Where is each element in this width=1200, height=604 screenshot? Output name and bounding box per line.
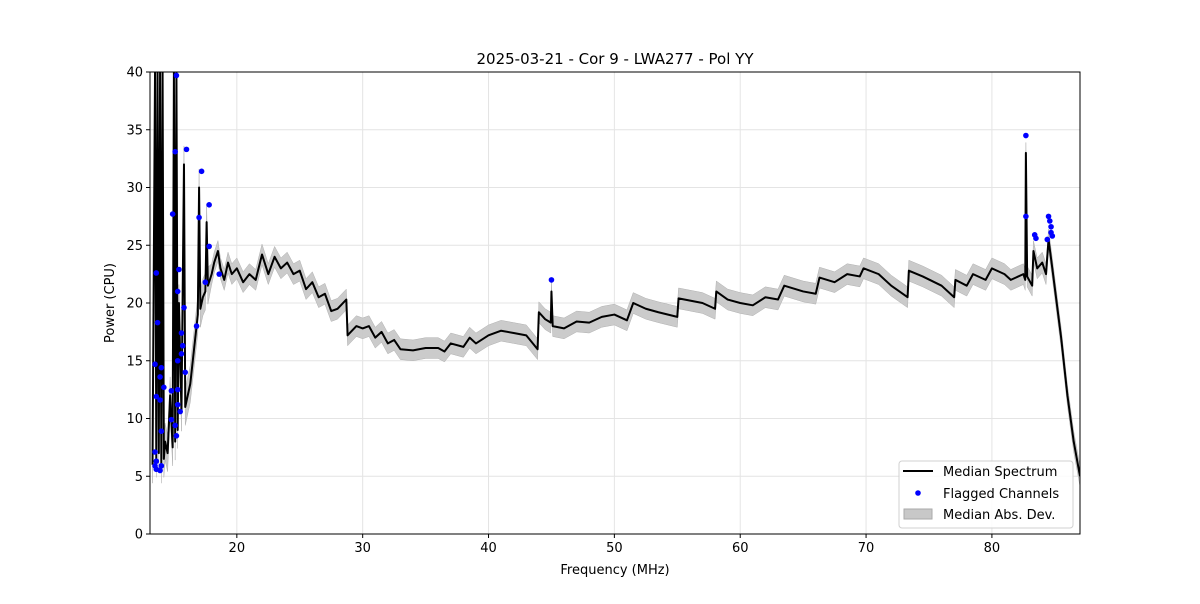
flagged-channel-point [216, 271, 223, 277]
flagged-channel-point [158, 428, 165, 435]
y-axis-label: Power (CPU) [103, 263, 118, 343]
flagged-channel-point [158, 463, 165, 469]
flagged-channel-point [152, 463, 158, 469]
flagged-channel-point [1045, 213, 1052, 220]
legend-dot-icon [915, 490, 921, 496]
flagged-channel-point [548, 277, 555, 283]
mad-band [152, 72, 1080, 487]
y-tick-label: 35 [126, 123, 143, 138]
y-tick-label: 15 [126, 354, 143, 369]
y-tick-label: 10 [126, 412, 143, 427]
flagged-channel-point [157, 397, 163, 403]
y-tick-label: 20 [126, 297, 143, 312]
x-tick-label: 40 [480, 541, 497, 556]
flagged-channel-point [174, 288, 181, 295]
flagged-channel-point [183, 146, 190, 153]
x-tick-label: 60 [732, 541, 749, 556]
legend-label-mad: Median Abs. Dev. [943, 508, 1055, 523]
flagged-channel-point [193, 323, 200, 329]
flagged-channel-point [169, 211, 176, 217]
flagged-channel-point [1033, 235, 1039, 242]
y-tick-label: 40 [126, 66, 143, 81]
median-spectrum-line [151, 72, 1080, 477]
flagged-channel-point [152, 449, 158, 455]
x-axis-label: Frequency (MHz) [560, 563, 669, 578]
chart-title: 2025-03-21 - Cor 9 - LWA277 - Pol YY [477, 50, 755, 68]
legend-label-flagged: Flagged Channels [943, 487, 1059, 502]
flagged-channel-point [1023, 132, 1029, 139]
flagged-channel-point [154, 319, 161, 326]
flagged-channel-point [1048, 223, 1054, 230]
x-tick-label: 50 [606, 541, 623, 556]
y-tick-label: 25 [126, 239, 143, 254]
flagged-channel-point [153, 393, 160, 400]
flagged-channel-point [179, 342, 186, 349]
flagged-channel-point [178, 330, 185, 336]
flagged-channel-point [153, 458, 160, 465]
y-tick-label: 5 [135, 470, 143, 485]
flagged-channel-point [174, 357, 181, 364]
flagged-channel-point [181, 304, 187, 311]
flagged-channel-point [196, 214, 202, 221]
x-tick-label: 80 [984, 541, 1001, 556]
legend-patch-icon [903, 508, 933, 520]
flagged-channel-point [206, 243, 212, 250]
flagged-channel-point [173, 433, 180, 439]
flagged-channel-point [152, 361, 158, 368]
flagged-channel-point [172, 422, 178, 429]
legend: Median Spectrum Flagged Channels Median … [898, 460, 1074, 529]
plot-area [151, 72, 1080, 487]
flagged-channel-point [1044, 236, 1051, 243]
flagged-channel-point [1046, 218, 1053, 224]
flagged-channel-point [158, 364, 165, 371]
ticks: 20 30 40 50 60 70 80 0 5 10 15 20 25 30 35 40 [126, 66, 1000, 557]
flagged-channel-point [177, 408, 184, 415]
flagged-channel-point [168, 416, 175, 423]
flagged-channel-point [173, 72, 180, 79]
flagged-channel-point [1023, 213, 1029, 220]
flagged-channel-point [168, 387, 175, 394]
grid [150, 71, 1080, 535]
flagged-channel-point [172, 148, 178, 155]
y-tick-label: 0 [135, 528, 143, 543]
flagged-channel-point [157, 374, 163, 380]
flagged-channel-point [1049, 233, 1056, 239]
flagged-channel-point [176, 266, 182, 273]
flagged-channel-point [174, 386, 181, 393]
flagged-channel-point [174, 401, 181, 408]
flagged-channel-point [198, 168, 205, 175]
flagged-channel-point [206, 202, 212, 208]
flagged-channel-point [153, 270, 160, 276]
x-tick-label: 30 [354, 541, 371, 556]
legend-label-median: Median Spectrum [943, 465, 1057, 480]
x-tick-label: 70 [858, 541, 875, 556]
legend-box [898, 460, 1074, 529]
flagged-channel-point [202, 279, 209, 286]
flagged-channel-point [182, 369, 189, 376]
y-tick-label: 30 [126, 181, 143, 196]
flagged-channel-point [161, 384, 167, 391]
flagged-channel-point [178, 351, 185, 357]
x-tick-label: 20 [229, 541, 246, 556]
